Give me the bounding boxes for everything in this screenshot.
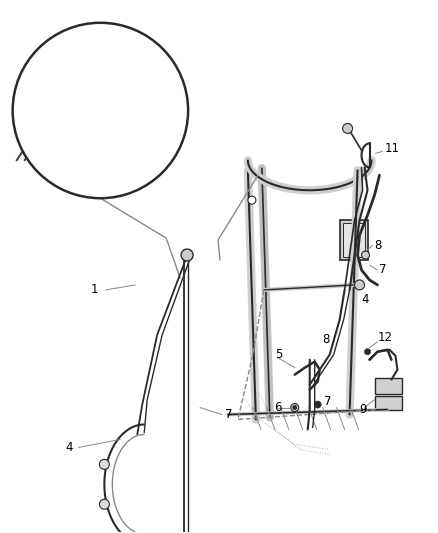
Circle shape [314, 401, 321, 408]
Bar [339, 220, 367, 260]
Bar [374, 378, 403, 393]
Circle shape [248, 196, 256, 204]
Circle shape [291, 403, 299, 411]
Text: 8: 8 [323, 333, 330, 346]
Text: 11: 11 [385, 142, 399, 155]
Circle shape [13, 23, 188, 198]
Text: 6: 6 [274, 401, 281, 414]
Circle shape [99, 499, 110, 509]
Text: 5: 5 [275, 348, 282, 361]
Bar [88, 63, 106, 123]
Text: 1: 1 [90, 284, 98, 296]
Text: 4: 4 [361, 293, 369, 306]
Text: 7: 7 [324, 395, 331, 408]
Bar [68, 59, 82, 123]
Bar [85, 61, 107, 125]
Text: 7: 7 [225, 408, 233, 421]
Circle shape [111, 144, 119, 152]
Bar [343, 223, 364, 257]
Text: 2: 2 [133, 95, 141, 106]
Text: 8: 8 [374, 239, 382, 252]
Text: 3: 3 [46, 140, 53, 150]
Circle shape [75, 51, 85, 61]
Circle shape [181, 249, 193, 261]
Bar [374, 395, 403, 409]
Circle shape [111, 117, 119, 124]
Text: 12: 12 [378, 332, 392, 344]
Text: 9: 9 [360, 403, 367, 416]
Bar [67, 55, 85, 125]
Circle shape [99, 459, 110, 470]
Circle shape [343, 124, 353, 133]
Circle shape [293, 406, 297, 409]
Text: 7: 7 [379, 263, 387, 277]
Circle shape [361, 251, 370, 259]
Text: 4: 4 [66, 441, 73, 454]
Circle shape [355, 280, 364, 290]
Circle shape [364, 349, 371, 355]
